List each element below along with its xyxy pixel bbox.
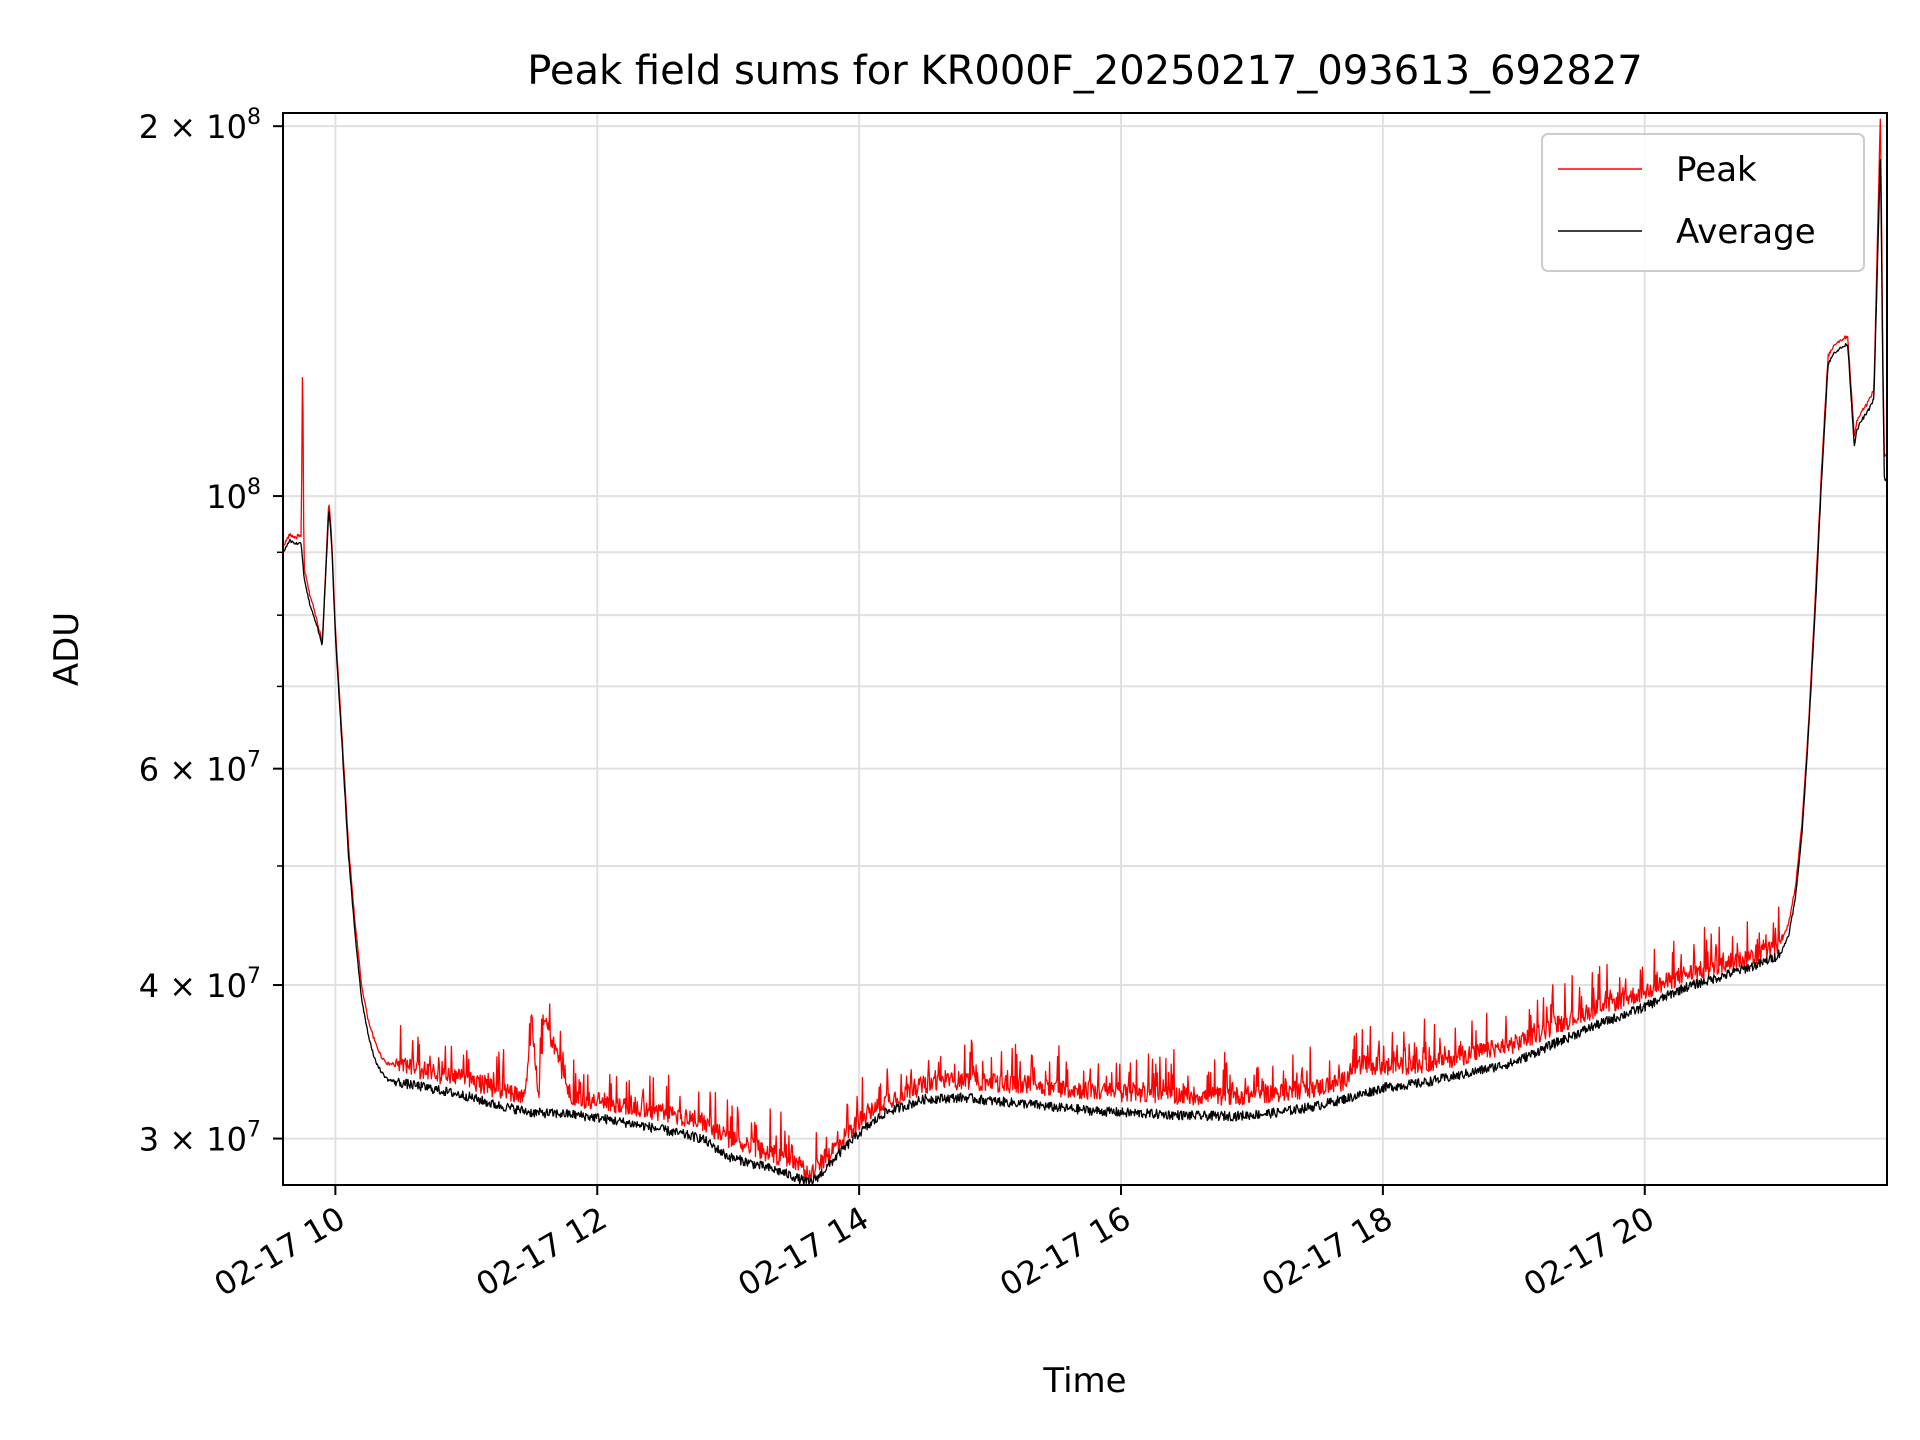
y-axis: 3 × 107 4 × 107 6 × 107 108 2 × 108 [139, 105, 283, 1159]
y-tick-label: 6 × 107 [139, 748, 261, 789]
legend: Peak Average [1541, 133, 1865, 272]
chart-title: Peak field sums for KR000F_20250217_0936… [527, 48, 1643, 94]
y-tick-label: 4 × 107 [139, 964, 261, 1005]
series-layer [282, 118, 1888, 1186]
y-axis-label: ADU [47, 612, 87, 686]
y-tick-label: 3 × 107 [139, 1118, 261, 1159]
y-tick-label: 108 [206, 475, 261, 516]
series-average-line [282, 159, 1888, 1186]
series-peak-line [282, 118, 1888, 1184]
x-axis-label: Time [1042, 1361, 1126, 1401]
legend-label-peak: Peak [1676, 150, 1757, 190]
legend-label-average: Average [1676, 212, 1816, 252]
y-tick-label: 2 × 108 [139, 105, 261, 146]
grid [283, 113, 1887, 1185]
plot-frame [282, 112, 1888, 1186]
